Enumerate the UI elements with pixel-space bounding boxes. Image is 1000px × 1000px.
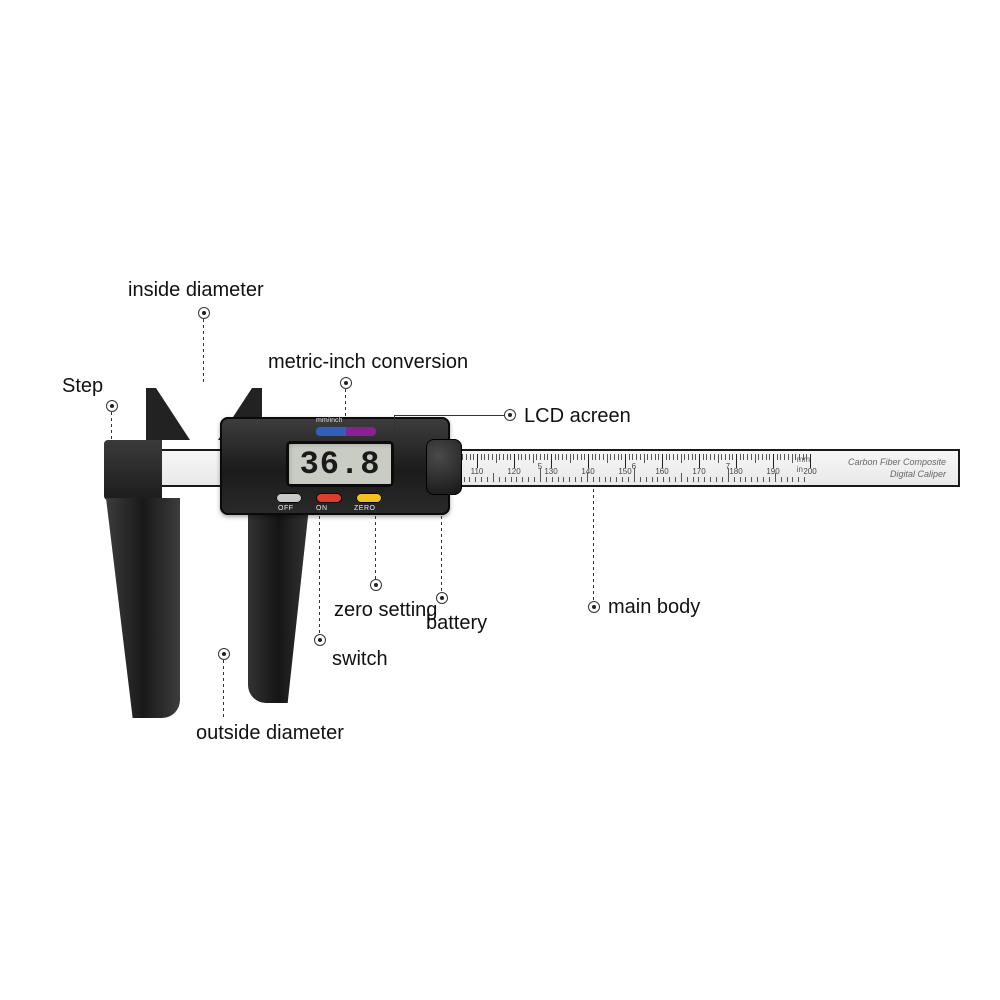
inside-jaw-left bbox=[156, 388, 190, 440]
leader-step bbox=[111, 412, 112, 442]
dot-outside bbox=[218, 648, 230, 660]
off-button bbox=[276, 493, 302, 503]
lcd-display: 36.8 bbox=[286, 441, 394, 487]
on-button bbox=[316, 493, 342, 503]
leader-outside bbox=[223, 660, 224, 718]
label-metric-conversion: metric-inch conversion bbox=[268, 351, 468, 374]
label-outside-diameter: outside diameter bbox=[196, 722, 344, 745]
digital-reader-housing: mm/inch 36.8 OFF ON ZERO bbox=[220, 417, 450, 515]
on-button-label: ON bbox=[316, 505, 328, 512]
leader-lcd-v bbox=[394, 415, 395, 441]
mm-inch-label: mm/inch bbox=[316, 417, 342, 424]
dot-switch bbox=[314, 634, 326, 646]
button-row bbox=[276, 493, 382, 503]
thumb-roller bbox=[426, 439, 462, 495]
outside-jaw-right bbox=[248, 498, 310, 703]
dot-step bbox=[106, 400, 118, 412]
dot-zero bbox=[370, 579, 382, 591]
leader-battery bbox=[441, 510, 442, 592]
ruler-brand-text: Carbon Fiber Composite Digital Caliper bbox=[848, 456, 946, 480]
fixed-jaw-base bbox=[104, 440, 162, 500]
label-lcd-screen: LCD acreen bbox=[524, 405, 631, 428]
leader-main-body bbox=[593, 489, 594, 601]
ruler-unit-labels: mm in bbox=[797, 455, 810, 475]
off-button-label: OFF bbox=[278, 505, 294, 512]
leader-lcd-h bbox=[394, 415, 504, 416]
ruler-scale: 1001101201301401501601701801902004567 bbox=[440, 451, 808, 485]
dot-inside-diameter bbox=[198, 307, 210, 319]
dot-metric-conversion bbox=[340, 377, 352, 389]
label-main-body: main body bbox=[608, 596, 700, 619]
leader-metric-conversion bbox=[345, 389, 346, 423]
leader-inside-diameter bbox=[203, 319, 204, 385]
dot-lcd bbox=[504, 409, 516, 421]
dot-battery bbox=[436, 592, 448, 604]
label-inside-diameter: inside diameter bbox=[128, 279, 264, 302]
outside-jaw-left bbox=[106, 498, 180, 718]
mm-inch-button bbox=[316, 427, 376, 436]
zero-button bbox=[356, 493, 382, 503]
dot-main-body bbox=[588, 601, 600, 613]
zero-button-label: ZERO bbox=[354, 505, 375, 512]
leader-zero bbox=[375, 510, 376, 579]
leader-switch bbox=[319, 510, 320, 634]
label-zero-setting: zero setting bbox=[334, 599, 437, 622]
label-switch: switch bbox=[332, 648, 388, 671]
label-step: Step bbox=[62, 375, 103, 398]
